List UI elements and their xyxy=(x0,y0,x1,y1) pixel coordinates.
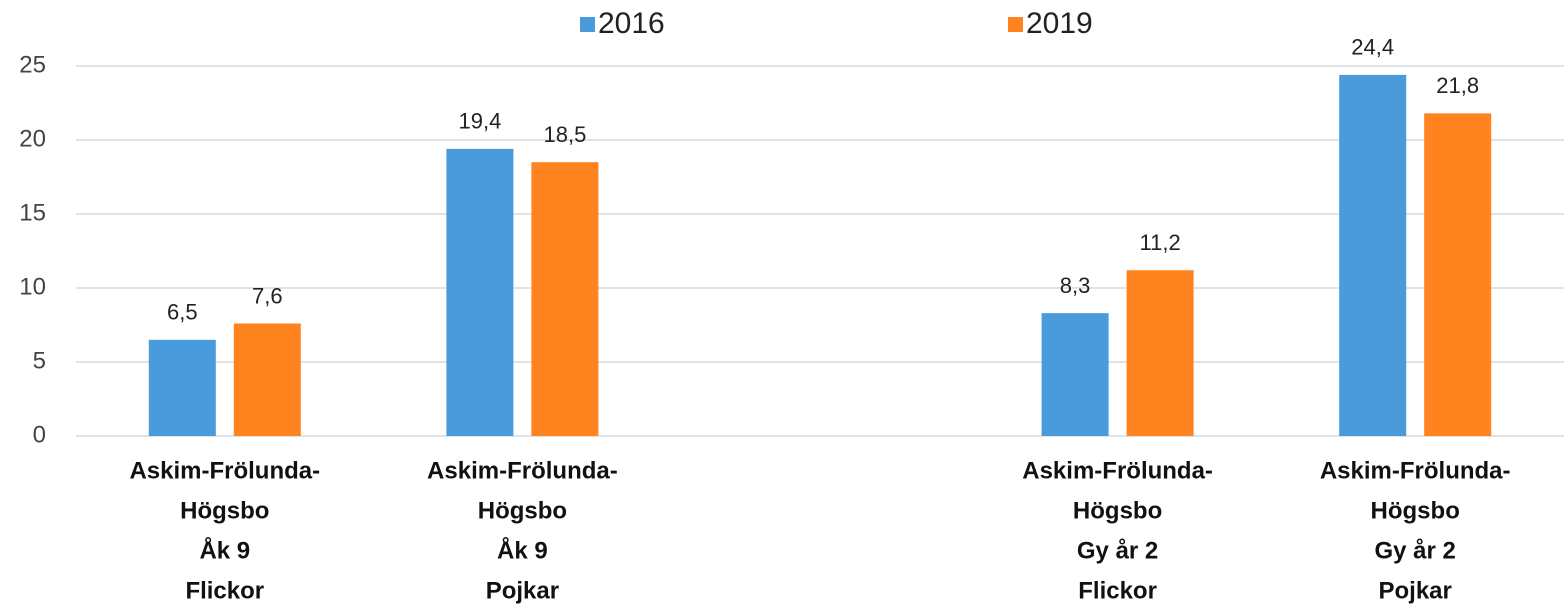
x-tick-label: Högsbo xyxy=(1371,497,1460,524)
bar xyxy=(1339,74,1407,436)
legend-label: 2016 xyxy=(598,7,665,40)
bar xyxy=(1126,270,1194,436)
x-tick-label: Högsbo xyxy=(1073,497,1162,524)
y-tick-label: 0 xyxy=(33,421,46,448)
x-tick-label: Flickor xyxy=(1078,577,1157,604)
y-tick-label: 5 xyxy=(33,347,46,374)
data-label: 24,4 xyxy=(1351,35,1394,60)
x-tick-label: Åk 9 xyxy=(497,536,548,564)
x-tick-label: Högsbo xyxy=(180,497,269,524)
x-tick-label: Gy år 2 xyxy=(1077,537,1158,564)
x-tick-label: Flickor xyxy=(185,577,264,604)
legend-label: 2019 xyxy=(1026,7,1093,40)
y-tick-label: 15 xyxy=(19,199,46,226)
data-label: 7,6 xyxy=(252,283,283,308)
x-tick-label: Pojkar xyxy=(486,577,559,604)
data-label: 6,5 xyxy=(167,300,198,325)
data-label: 19,4 xyxy=(458,109,501,134)
bar xyxy=(531,162,599,436)
x-tick-label: Högsbo xyxy=(478,497,567,524)
legend-swatch xyxy=(580,17,595,32)
y-tick-label: 20 xyxy=(19,125,46,152)
data-label: 21,8 xyxy=(1436,73,1479,98)
bar xyxy=(446,148,514,436)
bar xyxy=(1041,313,1109,436)
y-tick-label: 25 xyxy=(19,51,46,78)
x-tick-label: Askim-Frölunda- xyxy=(1320,457,1511,484)
x-tick-label: Gy år 2 xyxy=(1375,537,1456,564)
data-label: 18,5 xyxy=(543,122,586,147)
x-tick-label: Åk 9 xyxy=(199,536,250,564)
x-tick-label: Askim-Frölunda- xyxy=(1022,457,1213,484)
y-tick-label: 10 xyxy=(19,273,46,300)
bar xyxy=(233,323,301,436)
x-tick-label: Askim-Frölunda- xyxy=(427,457,618,484)
data-label: 8,3 xyxy=(1060,273,1091,298)
bar xyxy=(148,339,216,436)
legend-swatch xyxy=(1008,17,1023,32)
bar xyxy=(1424,113,1492,437)
x-tick-label: Pojkar xyxy=(1379,577,1452,604)
data-label: 11,2 xyxy=(1140,230,1181,255)
x-tick-label: Askim-Frölunda- xyxy=(129,457,320,484)
